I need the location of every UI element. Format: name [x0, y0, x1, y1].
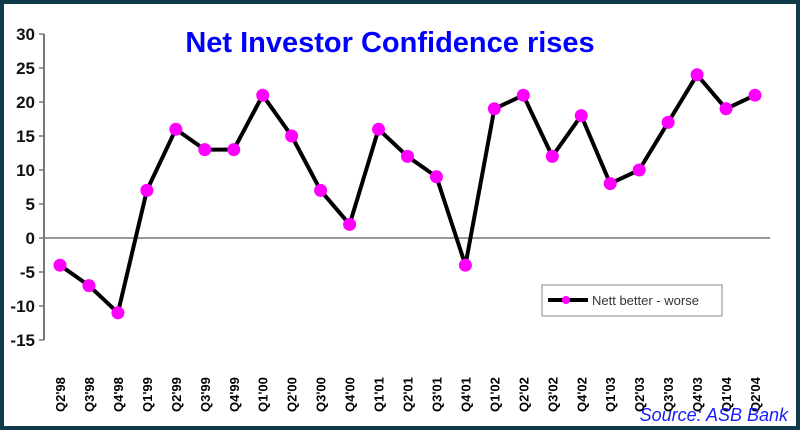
legend-marker [562, 296, 570, 304]
x-tick-label: Q1'99 [140, 377, 155, 412]
legend: Nett better - worse [541, 284, 723, 317]
data-point [458, 258, 472, 272]
x-tick-label: Q2'98 [53, 377, 68, 412]
data-point [574, 109, 588, 123]
data-point [169, 122, 183, 136]
y-tick-label: 15 [16, 127, 35, 146]
x-tick-label: Q3'98 [82, 377, 97, 412]
x-tick-label: Q1'01 [372, 377, 387, 412]
legend-label: Nett better - worse [592, 293, 699, 308]
y-tick-label: 0 [26, 229, 35, 248]
data-point [632, 163, 646, 177]
x-tick-label: Q4'03 [690, 377, 705, 412]
data-point [401, 149, 414, 163]
y-tick-label: -15 [10, 331, 35, 350]
y-tick-label: 10 [16, 161, 35, 180]
chart-title: Net Investor Confidence rises [185, 27, 594, 59]
source-note: Source: ASB Bank [640, 405, 789, 425]
x-tick-label: Q1'04 [719, 376, 734, 412]
data-point [487, 102, 501, 116]
data-point [516, 88, 530, 102]
x-tick-label: Q1'03 [603, 377, 618, 412]
y-tick-label: 30 [16, 25, 35, 44]
data-point [140, 183, 154, 197]
data-point [603, 177, 617, 191]
data-point [661, 115, 675, 129]
x-tick-label: Q2'99 [169, 377, 184, 412]
x-tick-label: Q2'00 [285, 377, 300, 412]
x-tick-label: Q4'02 [574, 377, 589, 412]
data-point [53, 258, 67, 272]
x-tick-label: Q3'00 [314, 377, 329, 412]
data-point [719, 102, 733, 116]
data-point [748, 88, 762, 102]
data-point [111, 306, 125, 320]
data-point [314, 183, 328, 197]
chart-frame [4, 4, 796, 426]
data-point [285, 129, 299, 143]
x-tick-label: Q1'00 [256, 377, 271, 412]
y-tick-label: 25 [16, 59, 35, 78]
x-tick-label: Q4'99 [227, 377, 242, 412]
x-tick-label: Q3'02 [545, 377, 560, 412]
data-point [82, 279, 96, 293]
data-point [256, 88, 270, 102]
x-tick-label: Q2'04 [748, 376, 763, 412]
x-tick-label: Q2'01 [401, 377, 416, 412]
data-point [690, 68, 704, 82]
x-tick-label: Q4'98 [111, 377, 126, 412]
data-point [227, 143, 241, 157]
x-tick-label: Q3'03 [661, 377, 676, 412]
y-tick-label: 20 [16, 93, 35, 112]
x-tick-label: Q4'01 [458, 377, 473, 412]
data-point [343, 217, 357, 231]
series-line [58, 72, 756, 315]
x-tick-label: Q3'99 [198, 377, 213, 412]
x-tick-label: Q3'01 [429, 377, 444, 412]
x-tick-label: Q1'02 [487, 377, 502, 412]
y-tick-label: -5 [20, 263, 35, 282]
data-point [429, 170, 443, 184]
x-tick-label: Q2'03 [632, 377, 647, 412]
data-point [545, 149, 559, 163]
y-tick-label: -10 [10, 297, 35, 316]
data-point [198, 143, 212, 157]
x-tick-label: Q4'00 [343, 377, 358, 412]
x-tick-label: Q2'02 [516, 377, 531, 412]
y-tick-label: 5 [26, 195, 35, 214]
data-point [372, 122, 386, 136]
